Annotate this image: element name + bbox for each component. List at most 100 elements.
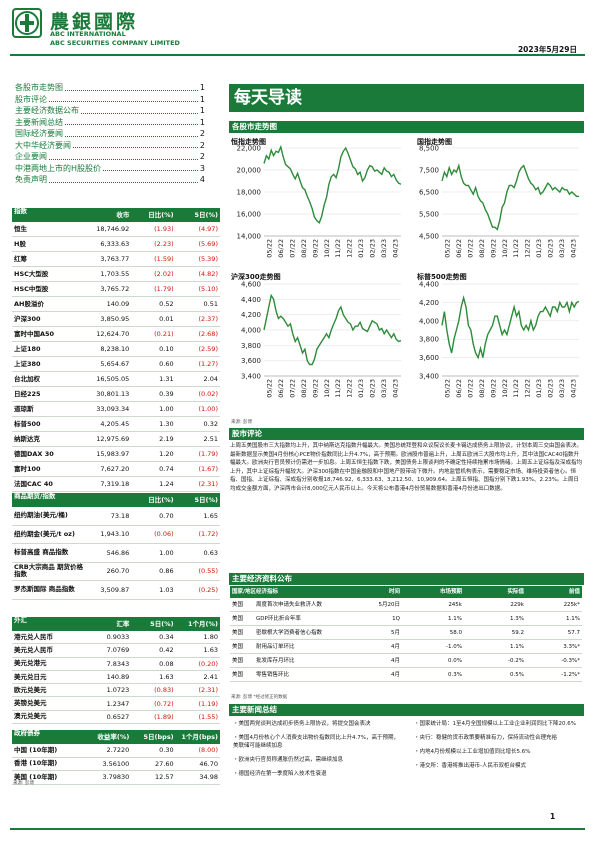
table-cell: 16,505.05 <box>96 375 130 383</box>
table-cell: 纽约期金(美元/t oz) <box>14 529 75 538</box>
chart-title-hsi: 恒指走势图 <box>231 138 266 146</box>
table-cell: (5.10) <box>198 285 218 293</box>
x-tick-label: 09/22 <box>489 239 497 258</box>
toc-item[interactable]: 股市评论 1 <box>15 94 205 106</box>
table-cell: 标普高盛 商品指数 <box>14 548 69 557</box>
table-cell: 2.7220 <box>106 746 130 755</box>
table-cell: (1.93) <box>154 225 174 233</box>
table-cell: (2.31) <box>198 686 218 695</box>
table-row: 德国DAX 30 15,983.97 1.20 (1.79) <box>12 447 220 462</box>
eco-cell: 1Q <box>392 616 400 622</box>
x-tick-label: 12/22 <box>524 239 532 258</box>
table-cell: 0.51 <box>203 300 218 308</box>
x-tick-label: 04/23 <box>391 379 399 398</box>
table-cell: 12.57 <box>155 773 174 782</box>
x-tick-label: 03/23 <box>558 239 566 258</box>
company-name-cn: 農銀國際 <box>50 11 139 33</box>
toc-item[interactable]: 国际经济要闻 2 <box>15 128 205 140</box>
table-cell: 红筹 <box>14 254 27 263</box>
toc-item[interactable]: 主要新闻总结 1 <box>15 117 205 129</box>
table-header-cell: 5日(bps) <box>143 733 174 741</box>
table-row: CRB大宗商品 期货价格指数 260.70 0.86 (0.55) <box>12 563 220 581</box>
table-cell: 纽约期油(美元/桶) <box>14 511 68 520</box>
table-header-cell: 指数 <box>14 207 27 215</box>
eco-cell: 0.5% <box>510 672 524 678</box>
toc-item-page: 2 <box>199 152 205 161</box>
table-cell: 美元兑港元 <box>14 659 47 668</box>
toc-item[interactable]: 各股市走势图 1 <box>15 82 205 94</box>
table-row: 恒生 18,746.92 (1.93) (4.97) <box>12 222 220 237</box>
table-cell: 0.08 <box>159 659 174 668</box>
table-cell: 27.60 <box>155 759 174 768</box>
chart-title-csi300: 沪深300走势图 <box>231 273 281 281</box>
y-tick-label: 4,200 <box>241 311 261 319</box>
table-cell: (1.89) <box>154 712 174 721</box>
table-cell: 1.0723 <box>106 686 130 695</box>
news-header: 主要新闻总结 <box>229 704 584 716</box>
toc-item-label: 免责声明 <box>15 175 47 184</box>
table-header: 政府债券 收益率(%) 5日(bps) 1个月(bps) <box>12 730 220 744</box>
table-cell: 1.63 <box>159 673 174 682</box>
table-cell: (1.27) <box>198 360 218 368</box>
table-row: 台北加权 16,505.05 1.31 2.04 <box>12 372 220 387</box>
table-cell: 港元兑人民币 <box>14 632 53 641</box>
eco-cell: 耐用品订单环比 <box>256 644 295 650</box>
x-tick-label: 04/23 <box>391 239 399 258</box>
toc-item[interactable]: 主要经济数据公布 1 <box>15 105 205 117</box>
x-tick-label: 11/22 <box>512 379 520 398</box>
news-item: ・央行：稳健的货币政策要精准有力，保持流动性合理充裕 <box>414 735 558 741</box>
x-tick-label: 06/22 <box>277 239 285 258</box>
table-cell: (4.97) <box>198 225 218 233</box>
table-cell: 恒生 <box>14 224 27 233</box>
table-cell: 0.74 <box>159 465 174 473</box>
commentary-text: 上周五美国股市三大指数均上升，其中纳斯达克指数升幅最大。美国总统拜登和众议院议长… <box>230 443 583 492</box>
table-header-cell <box>87 493 131 507</box>
table-cell: 0.70 <box>159 511 174 520</box>
fx-table: 外汇 汇率 5日(%) 1个月(%) 港元兑人民币 0.9033 0.34 1.80 美元兑人民… <box>12 617 220 725</box>
table-cell: 0.30 <box>159 746 174 755</box>
toc-item[interactable]: 免责声明 4 <box>15 174 205 186</box>
table-cell: 260.70 <box>106 567 130 576</box>
table-cell: 3,765.72 <box>100 285 130 293</box>
eco-cell: 3.3%* <box>563 644 580 650</box>
x-tick-label: 10/22 <box>501 379 509 398</box>
chart-sp500: 4,400 4,200 4,000 3,800 3,600 3,400 05/22 06/22… <box>419 281 580 398</box>
table-cell: (1.72) <box>198 530 218 539</box>
table-cell: 7.8343 <box>106 659 130 668</box>
table-cell: (1.79) <box>154 285 174 293</box>
eco-row: 美国 密歇根大学消费者信心指数 5月 58.0 59.2 57.7 <box>230 626 582 640</box>
table-cell: 1.2347 <box>106 699 130 708</box>
table-cell: 0.34 <box>159 633 174 642</box>
table-cell: 0.10 <box>159 345 174 353</box>
y-tick-label: 3,800 <box>419 336 439 344</box>
news-item: ・美国两党谈判达成初步债务上限协议，将提交国会表决 <box>233 721 371 727</box>
table-cell: 34.98 <box>199 773 218 782</box>
table-row: H股 6,333.63 (2.23) (5.69) <box>12 237 220 252</box>
eco-header-cell: 实际值 <box>507 589 524 595</box>
table-cell: 12,975.69 <box>96 435 130 443</box>
y-tick-label: 4,500 <box>419 233 439 241</box>
x-tick-label: 02/23 <box>546 239 554 258</box>
table-header-cell: 5日(%) <box>194 496 218 504</box>
table-cell: 法国CAC 40 <box>14 479 53 488</box>
x-tick-label: 07/22 <box>289 379 297 398</box>
table-row: 标普高盛 商品指数 546.86 1.00 0.63 <box>12 544 220 563</box>
eco-header: 国家/地区 经济指标 时间 市场预期 实际值 前值 <box>230 586 582 598</box>
toc-item[interactable]: 中港两地上市的H股股价 3 <box>15 163 205 175</box>
eco-cell: 美国 <box>232 602 244 608</box>
table-header: 指数 收市 日比(%) 5日(%) <box>12 208 220 222</box>
table-cell: 1.03 <box>159 585 174 594</box>
table-row: 美国 (10年期) 3.79830 12.57 34.98 <box>12 771 220 785</box>
eco-cell: 美国 <box>232 658 244 664</box>
x-tick-label: 04/23 <box>569 239 577 258</box>
company-logo <box>12 8 42 38</box>
toc-leader <box>49 94 198 102</box>
table-cell: 2.19 <box>159 435 174 443</box>
y-tick-label: 3,400 <box>241 373 261 381</box>
toc-item[interactable]: 企业要闻 2 <box>15 151 205 163</box>
table-cell: 546.86 <box>106 548 130 557</box>
toc-item[interactable]: 大中华经济要闻 2 <box>15 140 205 152</box>
eco-row: 美国 零售销售环比 4月 0.3% 0.5% -1.2%* <box>230 668 582 682</box>
eco-header-cell: 时间 <box>388 589 400 595</box>
x-tick-label: 06/22 <box>277 379 285 398</box>
